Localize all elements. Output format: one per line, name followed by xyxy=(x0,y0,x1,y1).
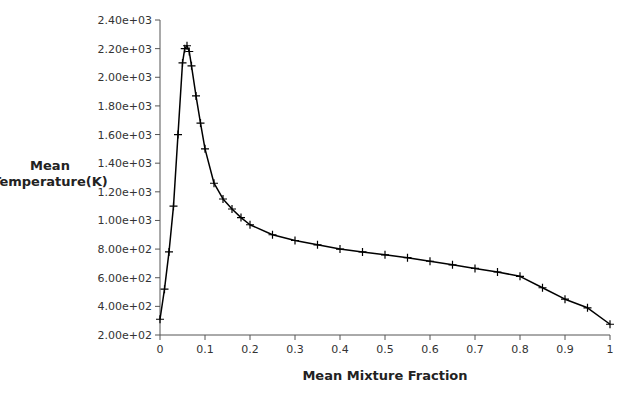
marker xyxy=(449,261,457,269)
marker xyxy=(584,304,592,312)
marker xyxy=(174,131,182,139)
x-axis-label: Mean Mixture Fraction xyxy=(302,368,467,383)
y-tick-label: 2.00e+03 xyxy=(98,71,152,84)
y-tick xyxy=(155,220,160,221)
x-tick xyxy=(205,335,206,340)
x-tick-label: 0.5 xyxy=(376,343,394,356)
marker xyxy=(210,179,218,187)
x-tick-label: 0.8 xyxy=(511,343,529,356)
marker xyxy=(381,251,389,259)
y-tick-label: 2.20e+03 xyxy=(98,43,152,56)
marker xyxy=(192,92,200,100)
marker xyxy=(197,119,205,127)
y-tick-label: 8.00e+02 xyxy=(98,243,152,256)
marker xyxy=(471,264,479,272)
x-tick xyxy=(160,335,161,340)
y-tick-label: 1.40e+03 xyxy=(98,157,152,170)
y-tick xyxy=(155,77,160,78)
x-tick-label: 1 xyxy=(607,343,614,356)
y-tick xyxy=(155,163,160,164)
x-tick xyxy=(610,335,611,340)
x-tick-label: 0.3 xyxy=(286,343,304,356)
marker xyxy=(219,195,227,203)
x-tick xyxy=(565,335,566,340)
x-tick-label: 0 xyxy=(157,343,164,356)
y-tick-label: 1.00e+03 xyxy=(98,214,152,227)
marker xyxy=(291,237,299,245)
y-axis-label-line: Temperature(K) xyxy=(0,174,108,189)
y-tick-label: 4.00e+02 xyxy=(98,300,152,313)
y-tick xyxy=(155,105,160,106)
y-tick xyxy=(155,48,160,49)
x-tick xyxy=(295,335,296,340)
y-axis-line xyxy=(160,20,161,335)
marker xyxy=(516,272,524,280)
y-tick-label: 1.80e+03 xyxy=(98,100,152,113)
y-axis-label-line: Mean xyxy=(30,158,70,173)
line xyxy=(160,46,610,324)
y-tick xyxy=(155,249,160,250)
y-tick xyxy=(155,335,160,336)
y-tick-label: 1.60e+03 xyxy=(98,129,152,142)
x-tick-label: 0.6 xyxy=(421,343,439,356)
marker xyxy=(426,257,434,265)
marker xyxy=(185,48,193,56)
marker xyxy=(161,285,169,293)
marker xyxy=(269,231,277,239)
y-tick xyxy=(155,134,160,135)
x-tick xyxy=(430,335,431,340)
marker xyxy=(170,202,178,210)
x-tick xyxy=(250,335,251,340)
y-tick-label: 2.40e+03 xyxy=(98,14,152,27)
chart: 0 0.1 0.2 0.3 0.4 0.5 0.6 0.7 0.8 0.9 1 2.00e+02 4.0… xyxy=(0,0,630,400)
y-axis-label: MeanTemperature(K) xyxy=(0,158,108,189)
y-tick xyxy=(155,191,160,192)
x-tick-label: 0.1 xyxy=(196,343,214,356)
axes: 0 0.1 0.2 0.3 0.4 0.5 0.6 0.7 0.8 0.9 1 2.00e+02 4.0… xyxy=(98,14,614,356)
marker xyxy=(156,315,164,323)
marker xyxy=(494,268,502,276)
x-tick xyxy=(475,335,476,340)
plot-area xyxy=(156,42,614,328)
y-tick-label: 2.00e+02 xyxy=(98,329,152,342)
marker xyxy=(201,145,209,153)
x-tick-label: 0.9 xyxy=(556,343,574,356)
marker xyxy=(179,59,187,67)
x-tick xyxy=(520,335,521,340)
marker xyxy=(246,221,254,229)
x-tick xyxy=(340,335,341,340)
y-tick xyxy=(155,20,160,21)
marker xyxy=(539,284,547,292)
y-tick xyxy=(155,277,160,278)
marker xyxy=(336,245,344,253)
marker xyxy=(314,241,322,249)
marker xyxy=(188,62,196,70)
marker xyxy=(404,254,412,262)
marker xyxy=(237,214,245,222)
x-tick-label: 0.4 xyxy=(331,343,349,356)
marker xyxy=(228,205,236,213)
y-tick-label: 6.00e+02 xyxy=(98,272,152,285)
x-tick-label: 0.7 xyxy=(466,343,484,356)
marker xyxy=(561,295,569,303)
marker xyxy=(606,320,614,328)
x-tick xyxy=(385,335,386,340)
y-tick xyxy=(155,306,160,307)
marker xyxy=(359,248,367,256)
x-tick-label: 0.2 xyxy=(241,343,259,356)
marker xyxy=(165,248,173,256)
